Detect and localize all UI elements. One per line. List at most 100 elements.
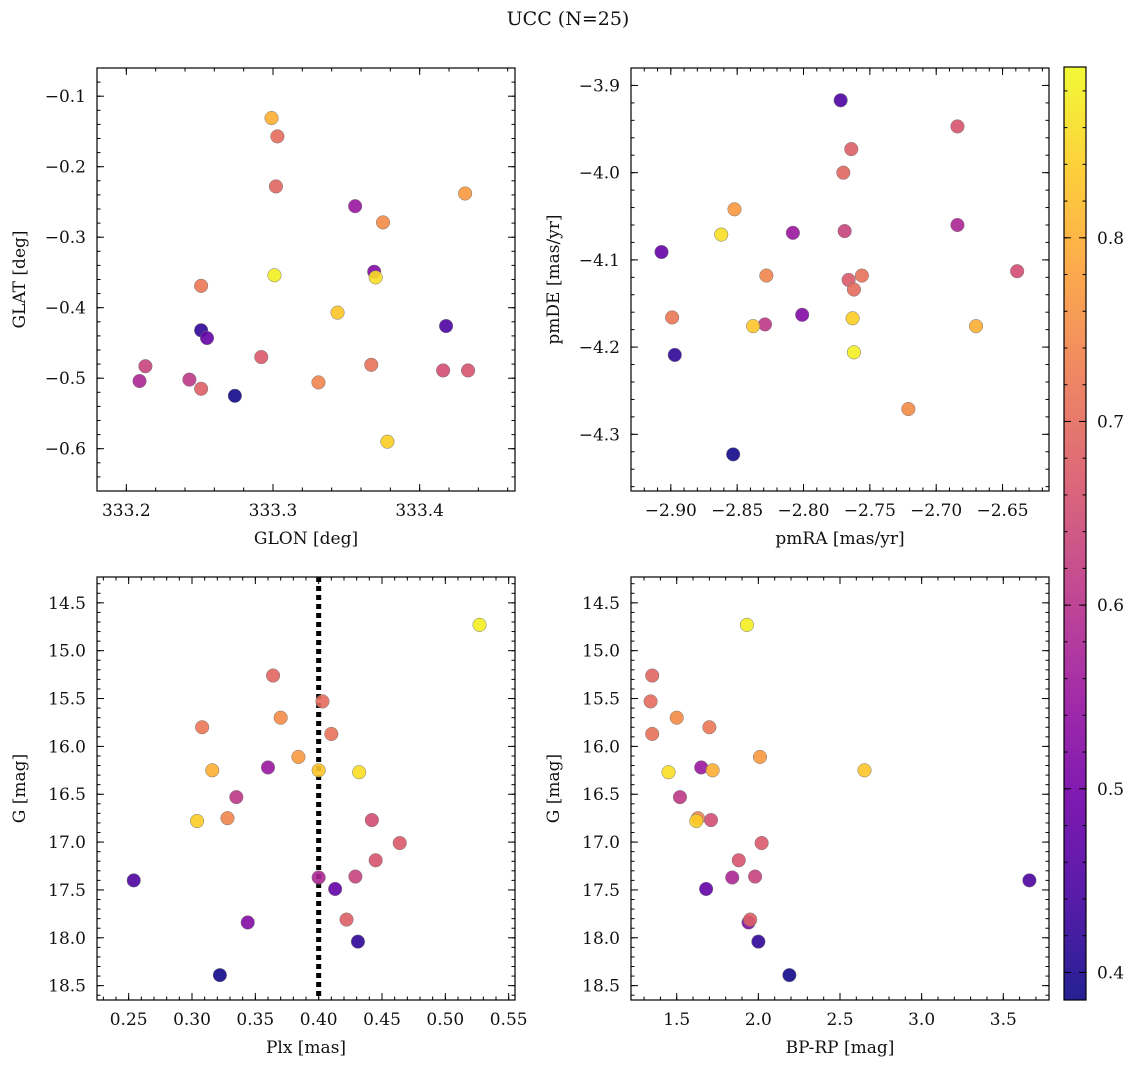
y-tick-label: 15.5 [48,690,86,710]
x-tick-label: −2.90 [645,501,697,521]
data-point [901,401,916,417]
data-point [273,710,288,725]
y-tick-label: −0.5 [45,369,86,389]
data-point [266,668,281,683]
subplot-3: 0.25 0.30 0.35 0.40 0.45 0.50 0.55 14.5 15.0 15.5… [10,576,528,1058]
y-tick-label: 15.5 [582,690,620,710]
data-point [348,869,363,884]
x-tick-label: 0.55 [490,1010,528,1030]
y-axis-label: GLAT [deg] [10,230,30,328]
y-tick-label: 15.0 [48,642,86,662]
x-tick-label: 0.25 [110,1010,148,1030]
x-axis-label: pmRA [mas/yr] [775,529,904,549]
data-point [645,726,660,742]
y-tick-label: 18.5 [582,977,620,997]
x-tick-label: 333.2 [102,501,151,521]
data-point [703,813,719,828]
data-point [132,373,147,389]
data-point [643,694,658,709]
x-tick-label: 3.5 [990,1010,1017,1030]
colorbar: 0.4 0.5 0.6 0.7 0.8 [1063,66,1124,1001]
axis-ticks [631,577,1049,1000]
data-point [846,282,861,297]
data-point [1022,873,1037,888]
y-tick-label: 16.5 [48,785,86,805]
y-tick-label: 14.5 [582,594,620,614]
data-point [126,873,141,888]
x-tick-label: −2.65 [977,501,1029,521]
data-point [199,330,215,346]
data-point [392,835,407,851]
x-tick-label: 333.4 [395,501,444,521]
y-tick-label: 16.0 [48,737,86,757]
data-point [311,375,326,390]
data-point [205,763,220,778]
y-tick-label: 16.5 [582,785,620,805]
y-tick-label: −0.6 [45,440,86,460]
figure-title: UCC (N=25) [506,8,630,30]
y-tick-label: −0.2 [45,158,86,178]
data-point [364,357,379,372]
data-point [665,310,680,325]
data-point [324,726,339,742]
x-axis-label: Plx [mas] [266,1038,346,1058]
data-point [748,869,763,884]
y-tick-label: 18.5 [48,977,86,997]
y-axis-label: pmDE [mas/yr] [544,214,564,344]
data-point [950,217,965,233]
data-point [1010,264,1025,279]
data-point [229,790,244,805]
data-point [368,270,383,285]
axis-ticks [630,67,1049,491]
y-tick-label: 18.0 [582,929,620,949]
data-point [352,765,367,780]
axis-ticks [96,67,515,492]
data-point [714,227,729,242]
x-tick-label: 2.5 [826,1010,853,1030]
data-point [672,790,688,805]
scatter-points [132,111,476,449]
y-tick-label: 18.0 [48,929,86,949]
data-point [844,142,859,157]
axes-frame [96,67,516,492]
data-point [291,749,306,764]
data-point [311,870,326,885]
x-tick-label: 0.50 [426,1010,464,1030]
data-point [212,968,227,983]
data-point [458,186,473,201]
x-tick-label: −2.85 [711,501,763,521]
subplot-1: 333.2 333.3 333.4 −0.1 −0.2 −0.3 −0.4 −0.5 −0.6 G… [10,67,516,549]
y-tick-label: −4.2 [579,338,620,358]
y-tick-label: −4.3 [579,425,620,445]
subplot-4: 1.5 2.0 2.5 3.0 3.5 14.5 15.0 15.5 16.0 16.5 17.0 1… [544,576,1050,1058]
data-point [260,760,276,775]
colorbar-gradient [1063,66,1087,1001]
y-tick-label: −0.4 [45,299,86,319]
y-tick-label: 17.5 [48,881,86,901]
colorbar-tick-label: 0.4 [1097,963,1124,983]
data-point [836,165,851,180]
scatter-points [643,617,1037,983]
data-point [645,668,660,683]
data-point [368,853,383,868]
data-point [837,224,852,239]
data-point [190,813,205,829]
y-tick-label: 17.5 [582,881,620,901]
y-axis-label: G [mag] [544,754,564,823]
scatter-points [654,93,1025,462]
data-point [705,763,720,778]
x-axis-label: GLON [deg] [254,529,358,549]
data-point [461,363,476,378]
x-tick-label: 333.3 [249,501,298,521]
x-tick-label: −2.75 [844,501,896,521]
x-tick-label: 0.45 [363,1010,401,1030]
data-point [782,968,797,983]
data-point [795,307,810,322]
data-point [439,318,454,334]
data-point [375,215,391,230]
colorbar-tick-label: 0.6 [1097,596,1124,616]
data-point [380,434,395,449]
subplot-2: −2.90 −2.85 −2.80 −2.75 −2.70 −2.65 −3.9 −4.0 −4… [544,67,1050,549]
data-point [227,388,242,403]
